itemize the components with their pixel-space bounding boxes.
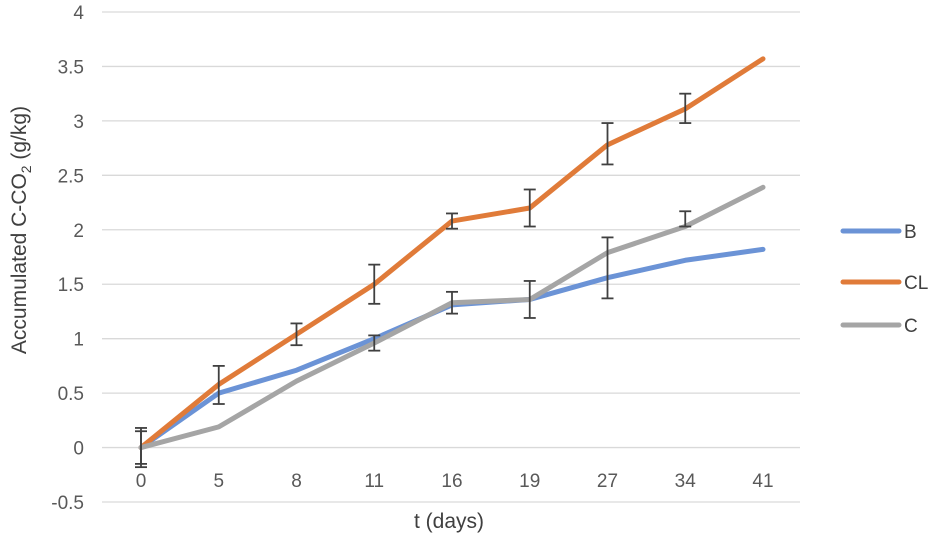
y-tick-label: 0: [73, 439, 84, 460]
x-tick-label: 16: [441, 471, 462, 492]
x-axis-title: t (days): [414, 510, 484, 533]
y-tick-label: 0.5: [58, 384, 84, 405]
y-axis-ticks: -0.5 0 0.5 1 1.5 2 2.5 3 3.5 4: [51, 3, 84, 514]
error-bar-cl: [523, 188, 536, 228]
y-axis-title-main: Accumulated C-CO: [8, 173, 31, 354]
legend-label-b: B: [904, 222, 917, 243]
y-tick-label: 4: [73, 3, 84, 24]
error-bar-cl: [679, 92, 692, 124]
legend-label-c: C: [904, 316, 918, 337]
x-tick-label: 19: [519, 471, 540, 492]
legend-label-cl: CL: [904, 273, 928, 294]
error-bar-c: [368, 334, 381, 352]
x-tick-label: 34: [675, 471, 697, 492]
error-bars: [135, 92, 692, 469]
error-bar-cl: [446, 212, 458, 230]
error-bar-c: [446, 290, 458, 315]
x-tick-label: 0: [136, 471, 147, 492]
error-bar-cl: [290, 322, 303, 347]
x-tick-label: 11: [364, 471, 384, 492]
y-tick-label: 2.5: [58, 166, 84, 187]
error-bar-c: [679, 210, 692, 228]
series-lines: [138, 56, 766, 451]
y-tick-label: -0.5: [51, 493, 84, 514]
x-tick-label: 41: [752, 471, 773, 492]
x-tick-label: 5: [213, 471, 224, 492]
y-tick-label: 2: [73, 221, 84, 242]
error-bar-cl: [601, 122, 614, 166]
error-bar-cl: [368, 263, 381, 305]
x-axis-ticks: 0 5 8 11 16 19 27 34 41: [136, 471, 774, 492]
error-bar-cl: [212, 364, 225, 405]
error-bar-c: [601, 236, 614, 300]
y-tick-label: 1: [73, 330, 84, 351]
error-bar-c: [523, 280, 536, 319]
x-tick-label: 27: [597, 471, 618, 492]
x-tick-label: 8: [291, 471, 302, 492]
y-tick-label: 3.5: [58, 57, 84, 78]
legend: B CL C: [840, 222, 928, 337]
y-tick-label: 3: [73, 112, 84, 133]
y-axis-title-unit: (g/kg): [8, 106, 31, 166]
y-tick-label: 1.5: [58, 275, 84, 296]
y-axis-title: Accumulated C-CO2 (g/kg): [8, 106, 34, 354]
y-axis-title-subscript: 2: [18, 165, 34, 173]
error-bar-c: [135, 430, 147, 465]
